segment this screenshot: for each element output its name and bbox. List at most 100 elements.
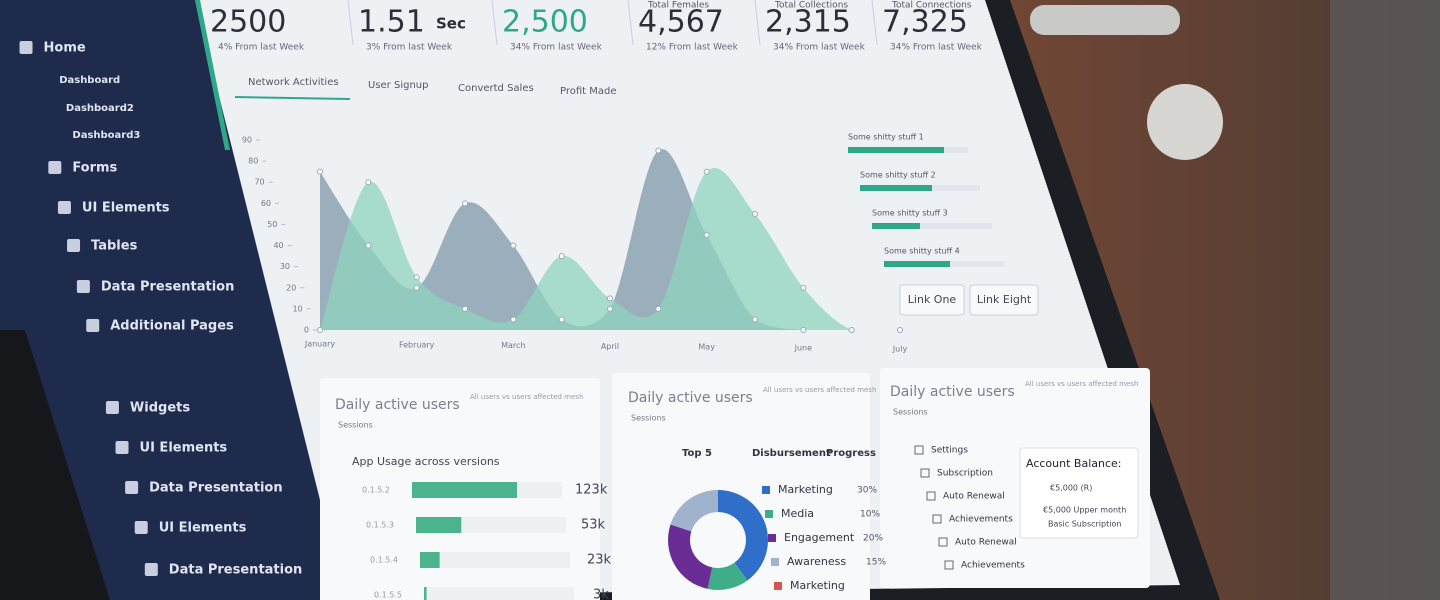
checkbox[interactable] [914,445,924,455]
stat-value: 2500 [210,5,286,40]
legend-label: Engagement [784,531,855,544]
menu-item: Data Presentation [149,481,283,496]
tab[interactable]: User Signup [368,80,428,91]
row-track [420,552,570,568]
checkbox[interactable] [932,514,942,524]
tab[interactable]: Convertd Sales [458,83,534,94]
y-tick-label: 10 [292,304,302,313]
legend-label: Awareness [787,555,846,568]
x-tick-label: June [794,344,813,353]
row-label: 0.1.5.2 [362,486,390,495]
balance-title: Account Balance: [1026,457,1122,470]
y-tick-label: 50 [267,220,277,229]
y-tick-label: 60 [261,199,271,208]
panel-sub: Sessions [893,408,928,417]
plan: €5,000 Upper month [1043,506,1126,515]
menu-icon [48,161,62,174]
table-header: Top 5 [682,448,712,459]
menu-item: Data Presentation [101,280,235,295]
link-button[interactable] [969,284,1039,316]
x-tick-label: March [501,341,525,350]
y-tick-label: 0 [304,326,309,335]
point [607,295,613,302]
point [800,284,807,291]
sidebar-accent [195,0,230,150]
bar [416,517,462,533]
stat-unit: Sec [436,15,466,33]
link-button[interactable] [899,284,965,316]
stat-divider [347,0,354,46]
progress-track [872,223,992,229]
checklist-item: Subscription [937,469,993,479]
point [413,274,420,281]
stat-value: 2,500 [502,5,588,40]
menu-item: Data Presentation [169,563,302,578]
legend-label: Marketing [778,483,833,496]
point [655,305,662,312]
y-tick-label: 40 [273,241,283,250]
panel-title: Daily active users [335,397,460,413]
point [365,242,372,249]
checkbox[interactable] [938,537,948,547]
point [752,316,758,323]
checkbox[interactable] [944,560,954,570]
checkbox[interactable] [920,468,930,478]
menu-icon [19,41,33,54]
point [462,305,468,312]
stat-value: 7,325 [882,5,968,40]
menu-item: Additional Pages [110,319,234,334]
legend-swatch [771,558,779,566]
menu-item: Tables [91,239,138,254]
wall [1330,0,1440,600]
menu-item: Dashboard2 [66,103,134,114]
x-tick-label: February [399,340,435,349]
link-label: Link Eight [977,293,1032,306]
checkbox[interactable] [926,491,936,501]
menu-item: Forms [72,161,117,176]
row-label: 0.1.5.4 [370,556,398,565]
checklist-item: Achievements [961,561,1025,571]
menu-item: Dashboard [59,75,120,86]
panel-note: All users vs users affected mesh [1025,380,1138,388]
menu-item: UI Elements [140,441,228,456]
progress-label: Some shitty stuff 1 [848,133,924,142]
x-tick-label: April [601,342,619,351]
menu-icon [57,201,71,214]
stat-sub: 34% From last Week [773,43,866,53]
menu-item: Widgets [130,401,190,416]
point [752,210,758,217]
tab-underline [234,96,351,100]
tab[interactable]: Profit Made [560,86,617,97]
point [558,253,565,260]
menu-icon [125,481,139,494]
legend-swatch [765,510,773,518]
panel-sub: Sessions [631,414,666,423]
point [510,316,517,323]
legend-swatch [768,534,776,542]
stat-divider [754,0,761,46]
area [320,149,900,330]
bar [424,587,427,600]
door-handle [1030,5,1180,35]
point [317,168,323,175]
legend-value: 15% [866,558,886,568]
panel-sub: Sessions [338,421,373,430]
y-tick-label: 70 [254,178,264,187]
point [462,200,468,207]
stat-sub: 3% From last Week [366,43,453,53]
menu-icon [144,563,158,576]
row-track [424,587,574,600]
stat-label: Total Collections [774,1,848,11]
row-value: 3k [593,588,609,600]
tab[interactable]: Network Activities [248,77,339,88]
x-tick-label: May [698,343,715,352]
left-bezel [0,330,110,600]
balance: €5,000 (R) [1050,484,1092,493]
link-label: Link One [908,293,957,306]
x-tick-label: January [304,340,336,349]
y-tick-label: 30 [280,262,290,271]
menu-icon [86,319,100,332]
table-header: Disbursement [752,448,831,459]
menu-icon [105,401,119,414]
